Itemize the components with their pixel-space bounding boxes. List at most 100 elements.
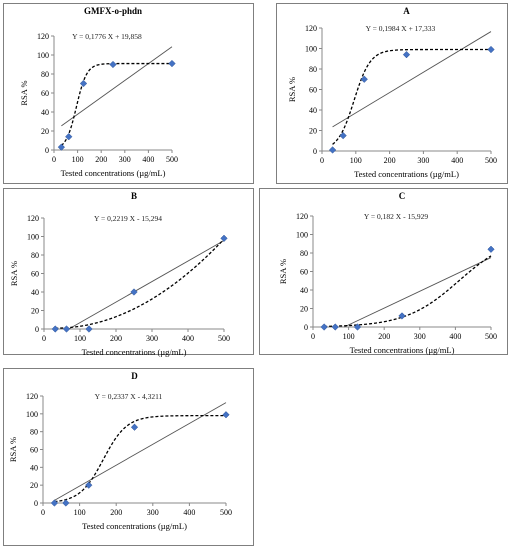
y-tick-label: 80 (300, 249, 308, 258)
y-tick-label: 80 (41, 70, 49, 79)
y-tick-label: 60 (31, 270, 39, 279)
data-point-marker (79, 79, 88, 88)
x-tick-label: 500 (166, 155, 178, 164)
fitted-curve (324, 255, 492, 328)
chart-title: A (403, 6, 410, 16)
x-axis-label: Tested concentrations (µg/mL) (354, 169, 459, 179)
y-tick-label: 120 (296, 212, 308, 221)
x-tick-label: 500 (485, 156, 497, 165)
x-tick-label: 0 (320, 156, 324, 165)
y-axis-label: RSA % (9, 261, 19, 286)
data-point-marker (331, 323, 339, 331)
y-tick-label: 0 (304, 323, 308, 332)
y-tick-label: 40 (31, 288, 39, 297)
linear-trendline (343, 257, 492, 328)
y-tick-label: 0 (45, 146, 49, 155)
y-tick-label: 40 (309, 106, 317, 115)
regression-equation: Y = 0,1776 X + 19,858 (72, 32, 142, 41)
data-point-marker (109, 60, 117, 69)
data-point-marker (65, 133, 73, 141)
x-tick-label: 100 (74, 508, 86, 517)
data-point-marker (222, 411, 230, 419)
x-tick-label: 200 (110, 508, 122, 517)
y-tick-label: 60 (30, 446, 38, 455)
x-tick-label: 300 (414, 332, 426, 341)
data-point-marker (328, 146, 337, 154)
y-tick-label: 80 (30, 428, 38, 437)
x-tick-label: 400 (451, 156, 463, 165)
data-point-marker (220, 234, 228, 243)
x-tick-label: 0 (311, 332, 315, 341)
y-axis-label: RSA % (19, 80, 29, 105)
x-tick-label: 400 (142, 155, 154, 164)
data-point-marker (487, 45, 495, 54)
x-axis-label: Tested concentrations (µg/mL) (350, 345, 455, 355)
chart-title: B (131, 191, 137, 201)
fitted-curve (54, 414, 226, 503)
chart-title: GMFX-o-phdn (84, 6, 142, 16)
regression-equation: Y = 0,1984 X + 17,333 (366, 24, 436, 33)
x-tick-label: 100 (343, 332, 355, 341)
y-tick-label: 100 (37, 51, 49, 60)
linear-trendline (332, 31, 492, 128)
x-tick-label: 500 (485, 332, 497, 341)
chart-svg-gmfx: GMFX-o-phdn Y = 0,1776 X + 19,858 0 20 40 60 8… (19, 6, 178, 178)
data-point-marker (57, 143, 66, 151)
y-tick-label: 100 (305, 45, 317, 54)
y-tick-label: 120 (305, 24, 317, 33)
data-point-marker (50, 499, 59, 507)
y-tick-label: 80 (31, 251, 39, 260)
x-tick-label: 400 (183, 508, 195, 517)
fitted-curve (60, 62, 172, 146)
y-tick-label: 40 (30, 463, 38, 472)
y-tick-label: 100 (296, 231, 308, 240)
x-axis-label: Tested concentrations (µg/mL) (82, 347, 187, 357)
x-tick-label: 500 (220, 508, 232, 517)
y-tick-label: 60 (309, 86, 317, 95)
data-point-marker (62, 499, 70, 507)
chart-svg-b: B Y = 0,2219 X - 15,294 0 20 40 60 80 100 120 0 10… (9, 191, 230, 357)
x-tick-label: 200 (95, 155, 107, 164)
chart-panel-c: C Y = 0,182 X - 15,929 0 20 40 60 80 100 120 0 100… (259, 188, 508, 355)
data-point-marker (85, 481, 93, 489)
chart-svg-c: C Y = 0,182 X - 15,929 0 20 40 60 80 100 120 0 100… (278, 191, 497, 355)
data-point-marker (168, 59, 176, 68)
y-tick-label: 60 (41, 89, 49, 98)
x-tick-label: 500 (218, 334, 230, 343)
y-axis-label: RSA % (8, 437, 18, 462)
y-tick-label: 100 (26, 410, 38, 419)
data-point-marker (51, 325, 59, 333)
data-point-marker (62, 325, 71, 333)
data-point-marker (339, 131, 347, 140)
y-axis-label: RSA % (278, 259, 288, 284)
x-tick-label: 200 (110, 334, 122, 343)
x-tick-label: 400 (449, 332, 461, 341)
x-tick-label: 100 (74, 334, 86, 343)
x-tick-label: 0 (41, 508, 45, 517)
y-tick-label: 60 (300, 268, 308, 277)
data-point-marker (398, 312, 406, 320)
linear-trendline (61, 46, 173, 127)
x-tick-label: 200 (378, 332, 390, 341)
regression-equation: Y = 0,2337 X - 4,3211 (95, 392, 163, 401)
y-tick-label: 20 (30, 481, 38, 490)
linear-trendline (54, 402, 227, 501)
y-tick-label: 120 (37, 32, 49, 41)
y-axis-label: RSA % (287, 77, 297, 102)
y-tick-label: 20 (31, 307, 39, 316)
y-tick-label: 120 (27, 214, 39, 223)
y-tick-label: 20 (309, 127, 317, 136)
data-point-marker (487, 245, 495, 253)
data-point-marker (360, 75, 368, 83)
y-tick-label: 20 (41, 127, 49, 136)
data-point-marker (130, 288, 138, 296)
y-tick-label: 40 (41, 108, 49, 117)
x-tick-label: 300 (119, 155, 131, 164)
x-tick-label: 300 (417, 156, 429, 165)
chart-panel-b: B Y = 0,2219 X - 15,294 0 20 40 60 80 100 120 0 10… (3, 188, 254, 357)
chart-title: C (399, 191, 406, 201)
linear-trendline (68, 240, 225, 330)
y-tick-label: 0 (35, 325, 39, 334)
x-tick-label: 200 (384, 156, 396, 165)
x-tick-label: 100 (350, 156, 362, 165)
